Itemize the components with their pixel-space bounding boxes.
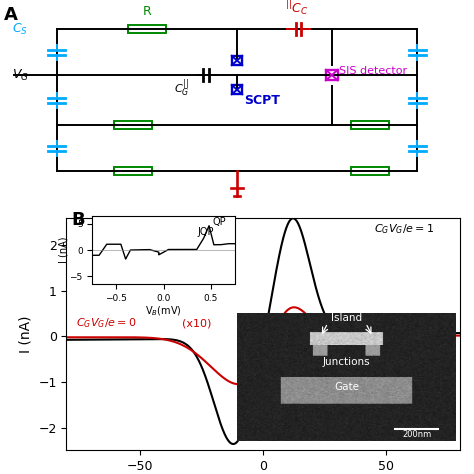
Bar	[232, 85, 242, 94]
Bar	[326, 70, 338, 80]
Bar	[232, 56, 242, 65]
Text: B: B	[71, 211, 85, 229]
Y-axis label: I (nA): I (nA)	[58, 237, 68, 263]
Text: Island: Island	[331, 313, 362, 323]
Text: A: A	[4, 6, 18, 24]
Text: $C_GV_G/e=0$: $C_GV_G/e=0$	[76, 317, 137, 330]
Text: QP: QP	[213, 217, 227, 227]
Y-axis label: I (nA): I (nA)	[18, 315, 33, 353]
Text: SIS detector: SIS detector	[339, 66, 407, 76]
Text: $C_G^{||}$: $C_G^{||}$	[174, 77, 190, 99]
X-axis label: V$_{B}$(mV): V$_{B}$(mV)	[145, 304, 182, 318]
Text: R: R	[143, 5, 151, 18]
Text: (x10): (x10)	[182, 319, 211, 328]
Text: $V_G$: $V_G$	[12, 67, 29, 82]
Bar	[114, 167, 152, 175]
Text: 200nm: 200nm	[402, 430, 431, 439]
Text: $^{||}C_C$: $^{||}C_C$	[285, 0, 308, 17]
Bar	[351, 121, 389, 129]
Bar	[128, 26, 166, 33]
Text: $C_GV_G/e=1$: $C_GV_G/e=1$	[374, 222, 434, 236]
Text: Junctions: Junctions	[323, 356, 371, 366]
Text: $C_S$: $C_S$	[12, 22, 28, 37]
Text: SCPT: SCPT	[244, 94, 280, 107]
Text: JQP: JQP	[198, 227, 214, 237]
Text: Gate: Gate	[334, 382, 359, 392]
Bar	[114, 121, 152, 129]
Bar	[351, 167, 389, 175]
